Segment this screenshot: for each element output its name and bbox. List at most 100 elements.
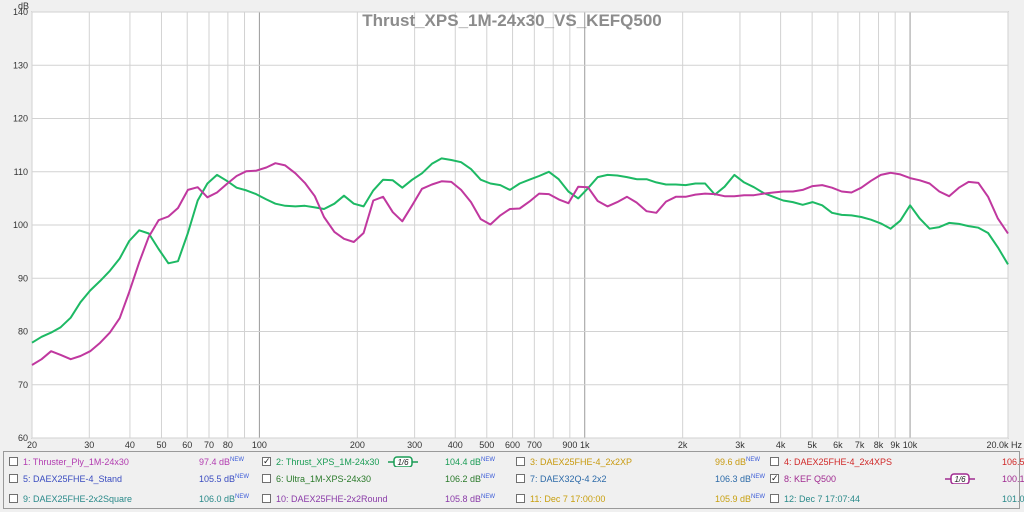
x-tick-label: 30: [84, 440, 94, 450]
legend-label: 6: Ultra_1M-XPS-24x30: [276, 474, 372, 484]
y-tick-label: 100: [13, 220, 28, 230]
legend-value: 97.4 dBNEW: [199, 457, 245, 467]
legend-label: 2: Thrust_XPS_1M-24x30: [276, 457, 380, 467]
y-tick-label: 110: [14, 167, 28, 177]
legend-label: 8: KEF Q500: [784, 474, 837, 484]
legend-label: 1: Thruster_Ply_1M-24x30: [23, 457, 129, 467]
legend-item[interactable]: 8: KEF Q500 1/6 100.1 dBNEW: [770, 471, 1024, 487]
legend-checkbox[interactable]: [770, 494, 779, 503]
x-tick-label: 70: [204, 440, 214, 450]
legend-value: 106.5 dBNEW: [1002, 457, 1024, 467]
x-tick-label: 6k: [833, 440, 843, 450]
legend-checkbox[interactable]: [516, 474, 525, 483]
legend-item[interactable]: 10: DAEX25FHE-2x2Round 105.8 dBNEW: [262, 491, 510, 507]
legend-checkbox[interactable]: [770, 471, 779, 485]
legend-item[interactable]: 5: DAEX25FHE-4_Stand 105.5 dBNEW: [9, 471, 257, 487]
y-tick-label: 90: [18, 273, 28, 283]
legend-value: 104.4 dBNEW: [445, 457, 496, 467]
x-tick-label: 1k: [580, 440, 590, 450]
svg-text:1/6: 1/6: [397, 458, 409, 467]
svg-text:1/6: 1/6: [954, 475, 966, 484]
new-badge: NEW: [746, 457, 761, 463]
x-tick-label: 80: [223, 440, 233, 450]
frequency-response-chart: 60 70 80 90 100 110 120 130 140 20 30 40 50 60 70 80 100…: [13, 1, 1023, 450]
y-tick-label: 130: [13, 60, 28, 70]
legend-value: 105.5 dBNEW: [199, 474, 250, 484]
x-tick-label: 10k: [903, 440, 918, 450]
x-tick-label: 20.0k Hz: [986, 440, 1022, 450]
new-badge: NEW: [235, 474, 250, 480]
legend-item[interactable]: 7: DAEX32Q-4 2x2 106.3 dBNEW: [516, 471, 766, 487]
legend-checkbox[interactable]: [770, 457, 779, 466]
smoothing-icon[interactable]: 1/6: [388, 456, 418, 467]
grid: [31, 11, 1009, 439]
x-tick-label: 5k: [807, 440, 817, 450]
x-tick-label: 40: [125, 440, 135, 450]
legend-item[interactable]: 9: DAEX25FHE-2x2Square 106.0 dBNEW: [9, 491, 257, 507]
x-tick-label: 2k: [678, 440, 688, 450]
x-tick-label: 600: [505, 440, 520, 450]
series-line-2: [31, 162, 1009, 366]
y-tick-label: 140: [13, 7, 28, 17]
legend-item[interactable]: 4: DAEX25FHE-4_2x4XPS 106.5 dBNEW: [770, 454, 1024, 470]
new-badge: NEW: [751, 474, 766, 480]
series-line-1: [31, 157, 1009, 344]
legend-checkbox[interactable]: [262, 454, 271, 468]
x-tick-label: 400: [448, 440, 463, 450]
legend-value: 106.2 dBNEW: [445, 474, 496, 484]
series-lines: [31, 157, 1009, 366]
x-tick-label: 8k: [874, 440, 884, 450]
x-tick-label: 3k: [735, 440, 745, 450]
legend-checkbox[interactable]: [9, 457, 18, 466]
legend-label: 5: DAEX25FHE-4_Stand: [23, 474, 123, 484]
smoothing-icon[interactable]: 1/6: [945, 473, 975, 484]
y-tick-label: 80: [18, 327, 28, 337]
legend-item[interactable]: 11: Dec 7 17:00:00 105.9 dBNEW: [516, 491, 766, 507]
legend-item[interactable]: 3: DAEX25FHE-4_2x2XP 99.6 dBNEW: [516, 454, 764, 470]
new-badge: NEW: [751, 494, 766, 500]
y-axis-label: dB: [18, 1, 29, 11]
legend-checkbox[interactable]: [262, 494, 271, 503]
legend-checkbox[interactable]: [262, 474, 271, 483]
legend-item[interactable]: 2: Thrust_XPS_1M-24x30 1/6 104.4 dBNEW: [262, 454, 510, 470]
x-tick-label: 700: [527, 440, 542, 450]
new-badge: NEW: [481, 457, 496, 463]
legend-label: 10: DAEX25FHE-2x2Round: [276, 494, 388, 504]
new-badge: NEW: [230, 457, 245, 463]
new-badge: NEW: [235, 494, 250, 500]
x-tick-label: 100: [252, 440, 267, 450]
legend-label: 7: DAEX32Q-4 2x2: [530, 474, 607, 484]
legend-checkbox[interactable]: [516, 494, 525, 503]
legend-label: 9: DAEX25FHE-2x2Square: [23, 494, 133, 504]
x-tick-label: 50: [156, 440, 166, 450]
y-tick-label: 70: [18, 380, 28, 390]
legend-value: 100.1 dBNEW: [1002, 474, 1024, 484]
axis-ticks: 60 70 80 90 100 110 120 130 140 20 30 40 50 60 70 80 100…: [13, 7, 1023, 450]
legend-label: 4: DAEX25FHE-4_2x4XPS: [784, 457, 893, 467]
legend-value: 105.8 dBNEW: [445, 494, 496, 504]
legend-panel: 1: Thruster_Ply_1M-24x30 97.4 dBNEW 2: Thr…: [3, 451, 1024, 509]
legend-item[interactable]: 1: Thruster_Ply_1M-24x30 97.4 dBNEW: [9, 454, 257, 470]
x-tick-label: 900: [562, 440, 577, 450]
x-tick-label: 4k: [776, 440, 786, 450]
legend-value: 101.0 dBNEW: [1002, 494, 1024, 504]
legend-checkbox[interactable]: [9, 474, 18, 483]
legend-label: 12: Dec 7 17:07:44: [784, 494, 861, 504]
legend-value: 99.6 dBNEW: [715, 457, 761, 467]
y-tick-label: 60: [18, 433, 28, 443]
new-badge: NEW: [481, 494, 496, 500]
x-tick-label: 7k: [855, 440, 865, 450]
chart-title: Thrust_XPS_1M-24x30_VS_KEFQ500: [362, 11, 662, 30]
legend-item[interactable]: 6: Ultra_1M-XPS-24x30 106.2 dBNEW: [262, 471, 510, 487]
y-tick-label: 120: [13, 114, 28, 124]
x-tick-label: 20: [27, 440, 37, 450]
legend-item[interactable]: 12: Dec 7 17:07:44 101.0 dBNEW: [770, 491, 1024, 507]
legend-label: 3: DAEX25FHE-4_2x2XP: [530, 457, 633, 467]
legend-checkbox[interactable]: [9, 494, 18, 503]
x-tick-label: 200: [350, 440, 365, 450]
legend-value: 106.3 dBNEW: [715, 474, 766, 484]
x-tick-label: 9k: [890, 440, 900, 450]
x-tick-label: 60: [182, 440, 192, 450]
new-badge: NEW: [481, 474, 496, 480]
legend-checkbox[interactable]: [516, 457, 525, 466]
